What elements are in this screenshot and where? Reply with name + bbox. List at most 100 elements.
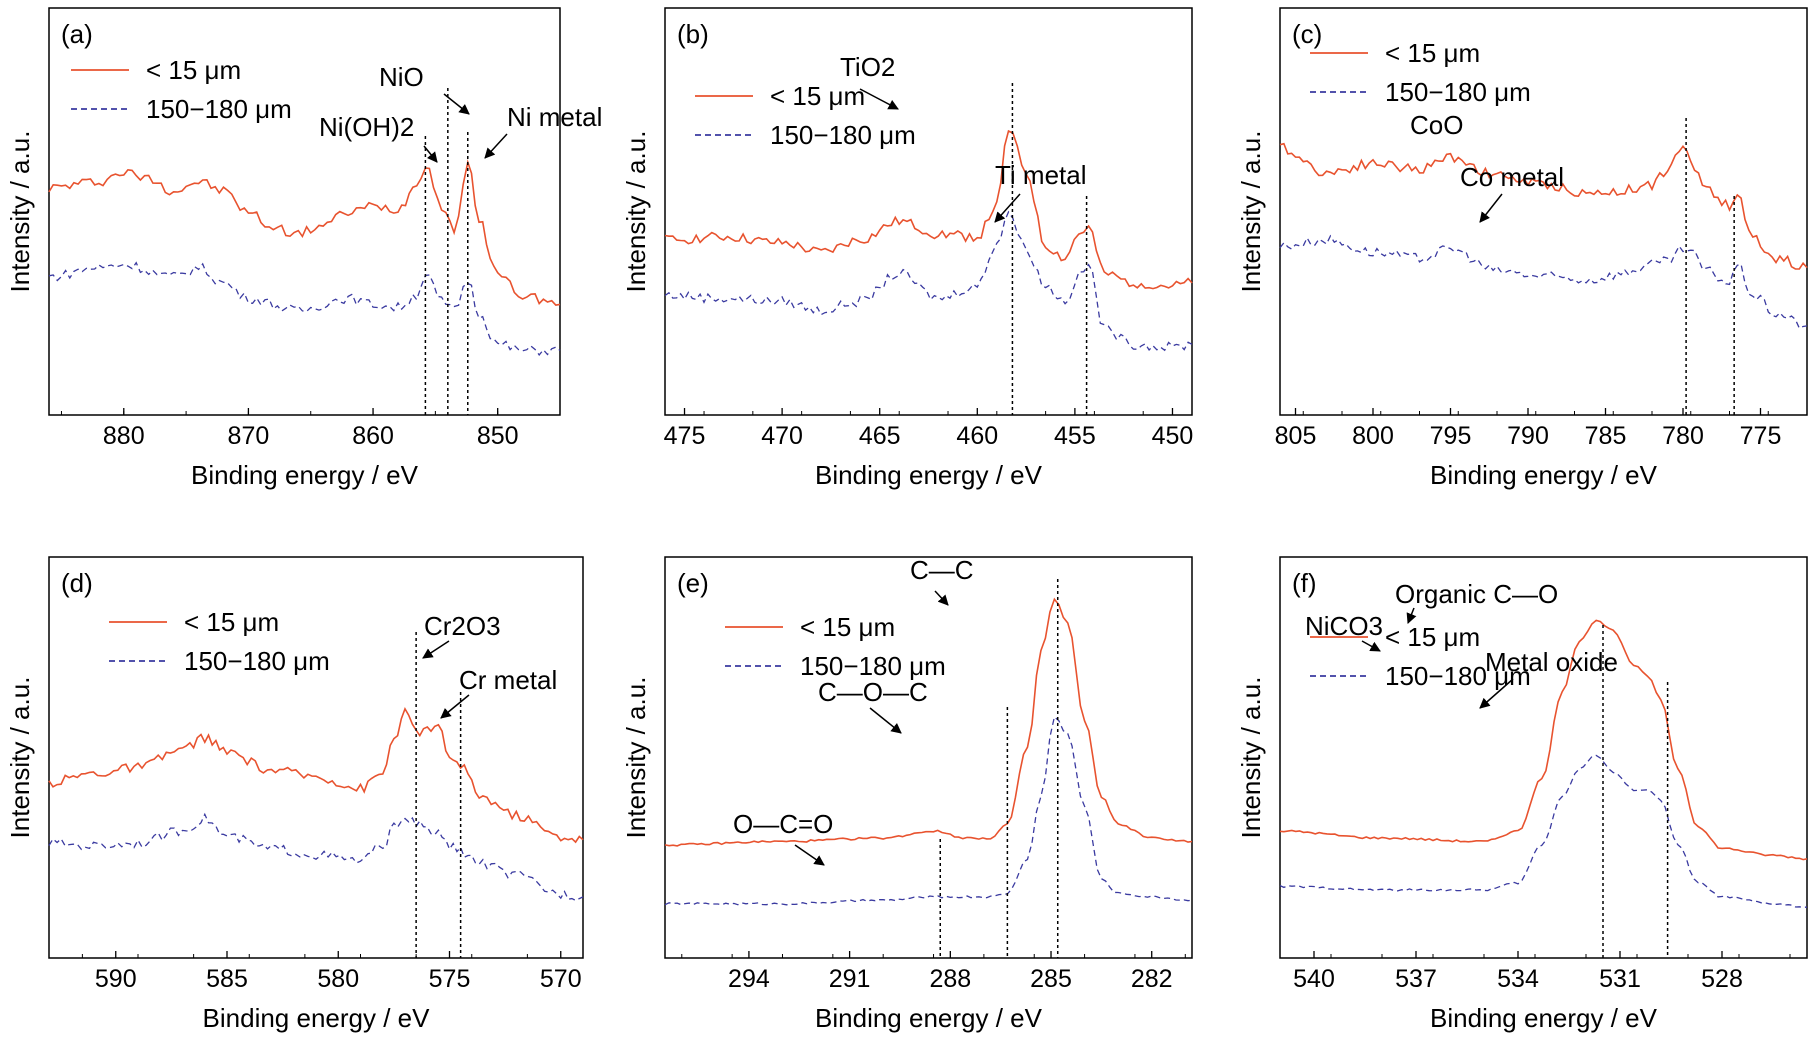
plot-frame <box>48 556 584 959</box>
legend-label: < 15 μm <box>800 612 895 642</box>
legend-label: 150−180 μm <box>1385 77 1531 107</box>
legend-label: 150−180 μm <box>184 646 330 676</box>
series-line-150-180 <box>48 261 561 356</box>
y-axis-label: Intensity / a.u. <box>1236 131 1266 293</box>
panel-title: (d) <box>61 568 93 598</box>
y-axis-label: Intensity / a.u. <box>5 677 35 839</box>
x-tick-label: 800 <box>1352 422 1394 450</box>
annotation-arrow <box>1479 193 1503 223</box>
peak-annotation: Cr2O3 <box>424 611 501 641</box>
annotation-arrow <box>423 145 438 163</box>
x-tick-label: 575 <box>429 965 471 993</box>
series-line-150-180 <box>1279 234 1808 329</box>
panel-title: (e) <box>677 568 709 598</box>
plot-frame <box>664 556 1193 959</box>
chart-panel: 805 800 795 790 785 780 775 Binding energy / eV… <box>1236 7 1808 490</box>
series-line-150-180 <box>664 210 1193 352</box>
series-line-lt15 <box>48 707 584 844</box>
annotation-arrow <box>484 133 508 159</box>
x-tick-label: 294 <box>728 965 770 993</box>
x-tick-label: 537 <box>1395 965 1437 993</box>
x-tick-label: 470 <box>761 422 803 450</box>
peak-annotation: Organic C—O <box>1395 579 1558 609</box>
x-tick-label: 790 <box>1507 422 1549 450</box>
x-axis-label: Binding energy / eV <box>1430 460 1658 490</box>
x-tick-label: 288 <box>929 965 971 993</box>
x-axis-label: Binding energy / eV <box>815 460 1043 490</box>
series-line-lt15 <box>664 129 1193 290</box>
x-tick-label: 528 <box>1701 965 1743 993</box>
annotation-arrow <box>443 93 470 115</box>
annotation-arrow <box>1479 678 1514 709</box>
annotation-arrow <box>1361 640 1381 652</box>
chart-panel: 590 585 580 575 570 Binding energy / eV Intens… <box>5 556 584 1033</box>
peak-annotation: NiCO3 <box>1305 611 1383 641</box>
x-tick-label: 805 <box>1275 422 1317 450</box>
x-tick-label: 780 <box>1662 422 1704 450</box>
x-tick-label: 785 <box>1585 422 1627 450</box>
plot-frame <box>664 7 1193 416</box>
x-tick-label: 291 <box>829 965 871 993</box>
series-line-lt15 <box>48 159 561 306</box>
y-axis-label: Intensity / a.u. <box>5 131 35 293</box>
x-axis-label: Binding energy / eV <box>1430 1003 1658 1033</box>
x-tick-label: 850 <box>477 422 519 450</box>
x-axis-label: Binding energy / eV <box>191 460 419 490</box>
legend-label: < 15 μm <box>1385 622 1480 652</box>
series-line-lt15 <box>1279 619 1808 861</box>
y-axis-label: Intensity / a.u. <box>621 677 651 839</box>
peak-annotation: Co metal <box>1460 162 1564 192</box>
panel-title: (f) <box>1292 568 1317 598</box>
annotation-arrow <box>440 694 470 719</box>
x-tick-label: 775 <box>1740 422 1782 450</box>
x-axis-label: Binding energy / eV <box>815 1003 1043 1033</box>
legend-label: < 15 μm <box>184 607 279 637</box>
x-tick-label: 455 <box>1054 422 1096 450</box>
x-tick-label: 870 <box>228 422 270 450</box>
chart-panel: 475 470 465 460 455 450 Binding energy / eV Int… <box>621 7 1194 490</box>
panel-title: (c) <box>1292 19 1322 49</box>
annotation-arrow <box>859 88 899 110</box>
series-line-lt15 <box>1279 142 1808 270</box>
x-tick-label: 585 <box>206 965 248 993</box>
panel-title: (b) <box>677 19 709 49</box>
peak-annotation: Ni metal <box>507 102 602 132</box>
x-tick-label: 450 <box>1152 422 1194 450</box>
plot-frame <box>48 7 561 416</box>
peak-annotation: Ni(OH)2 <box>319 112 414 142</box>
x-tick-label: 580 <box>317 965 359 993</box>
legend-label: < 15 μm <box>770 81 865 111</box>
y-axis-label: Intensity / a.u. <box>621 131 651 293</box>
x-tick-label: 475 <box>664 422 706 450</box>
panel-title: (a) <box>61 19 93 49</box>
peak-annotation: TiO2 <box>840 52 895 82</box>
y-axis-label: Intensity / a.u. <box>1236 677 1266 839</box>
x-axis-label: Binding energy / eV <box>203 1003 431 1033</box>
x-tick-label: 860 <box>352 422 394 450</box>
annotation-arrow <box>794 844 825 866</box>
peak-annotation: C—O—C <box>818 677 928 707</box>
series-line-150-180 <box>664 715 1193 906</box>
chart-panel: 540 537 534 531 528 Binding energy / eV Intens… <box>1236 556 1808 1033</box>
legend-label: < 15 μm <box>1385 38 1480 68</box>
x-tick-label: 282 <box>1131 965 1173 993</box>
peak-annotation: NiO <box>379 62 424 92</box>
annotation-arrow <box>934 590 949 606</box>
chart-panel: 294 291 288 285 282 Binding energy / eV Intens… <box>621 555 1193 1033</box>
chart-panel: 880 870 860 850 Binding energy / eV Intensity… <box>5 7 602 490</box>
annotation-arrow <box>994 193 1021 223</box>
legend-label: 150−180 μm <box>146 94 292 124</box>
peak-annotation: CoO <box>1410 110 1463 140</box>
series-line-150-180 <box>1279 754 1807 908</box>
legend-label: 150−180 μm <box>770 120 916 150</box>
x-tick-label: 570 <box>540 965 582 993</box>
peak-annotation: Ti metal <box>995 160 1087 190</box>
peak-annotation: Metal oxide <box>1485 647 1618 677</box>
annotation-arrow <box>869 707 902 734</box>
peak-annotation: O—C=O <box>733 809 833 839</box>
legend-label: 150−180 μm <box>800 651 946 681</box>
x-tick-label: 534 <box>1497 965 1539 993</box>
peak-annotation: Cr metal <box>459 665 557 695</box>
x-tick-label: 795 <box>1430 422 1472 450</box>
